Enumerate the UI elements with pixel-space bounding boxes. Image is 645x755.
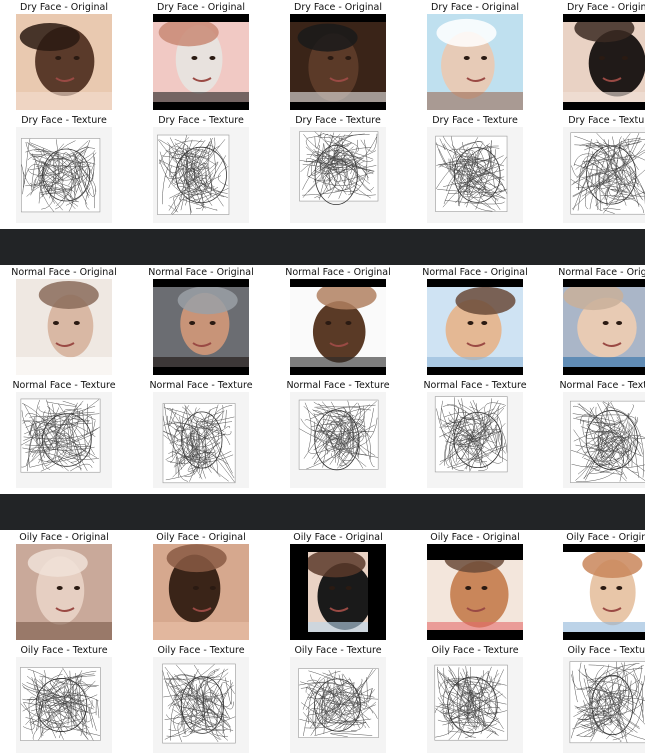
cell-title: Oily Face - Texture <box>431 645 519 656</box>
cell-dry-original-5: Dry Face - Original <box>547 0 645 112</box>
cell-title: Normal Face - Texture <box>423 380 527 391</box>
selfie-edge-texture <box>563 127 645 223</box>
cell-title: Oily Face - Original <box>19 532 109 543</box>
woman-eyes-closed-photo <box>16 544 112 640</box>
cell-title: Normal Face - Texture <box>559 380 645 391</box>
section-divider <box>0 494 645 530</box>
cell-title: Dry Face - Original <box>157 2 245 13</box>
woman-with-towel-mirror-photo <box>153 14 249 110</box>
woman-with-towel-photo <box>16 279 112 375</box>
cell-dry-original-3: Dry Face - Original <box>274 0 402 112</box>
cell-title: Oily Face - Original <box>293 532 383 543</box>
cell-dry-original-4: Dry Face - Original <box>411 0 539 112</box>
cell-normal-texture-3: Normal Face - Texture <box>274 378 402 490</box>
row-dry-original: Dry Face - Original Dry Face - Original … <box>0 0 645 112</box>
cell-title: Dry Face - Original <box>20 2 108 13</box>
cell-title: Normal Face - Original <box>148 267 254 278</box>
cell-title: Oily Face - Texture <box>567 645 645 656</box>
woman-with-gloved-hands-photo <box>427 279 523 375</box>
cell-normal-original-3: Normal Face - Original <box>274 265 402 377</box>
cell-dry-original-1: Dry Face - Original <box>0 0 128 112</box>
cell-dry-texture-4: Dry Face - Texture <box>411 113 539 225</box>
gloved-hands-edge-texture <box>427 392 523 488</box>
asian-woman-selfie-photo <box>563 14 645 110</box>
cell-title: Dry Face - Original <box>294 2 382 13</box>
row-oily-texture: Oily Face - Texture Oily Face - Texture … <box>0 643 645 755</box>
cell-title: Dry Face - Texture <box>568 115 645 126</box>
cell-title: Dry Face - Original <box>431 2 519 13</box>
eye-closeup-edge-texture <box>153 657 249 753</box>
woman-with-hearts-photo <box>427 544 523 640</box>
cell-title: Oily Face - Texture <box>20 645 108 656</box>
cell-oily-texture-3: Oily Face - Texture <box>274 643 402 755</box>
row-oily-original: Oily Face - Original Oily Face - Origina… <box>0 530 645 642</box>
skin-diagram-photo <box>563 544 645 640</box>
cell-dry-texture-5: Dry Face - Texture <box>547 113 645 225</box>
cell-title: Normal Face - Original <box>11 267 117 278</box>
cell-title: Oily Face - Original <box>430 532 520 543</box>
cell-title: Normal Face - Original <box>422 267 528 278</box>
cell-dry-texture-3: Dry Face - Texture <box>274 113 402 225</box>
cell-title: Dry Face - Texture <box>295 115 381 126</box>
man-with-question-marks-photo <box>290 279 386 375</box>
eye-closeup-photo <box>153 544 249 640</box>
cell-title: Dry Face - Texture <box>21 115 107 126</box>
cell-oily-texture-2: Oily Face - Texture <box>137 643 265 755</box>
pout-edge-texture <box>290 657 386 753</box>
cell-oily-original-5: Oily Face - Original <box>547 530 645 642</box>
cell-title: Normal Face - Original <box>558 267 645 278</box>
skin-diagram-edge-texture <box>563 657 645 753</box>
cell-normal-texture-5: Normal Face - Texture <box>547 378 645 490</box>
outdoors-edge-texture <box>563 392 645 488</box>
section-divider <box>0 229 645 265</box>
cell-title: Dry Face - Original <box>567 2 645 13</box>
row-normal-original: Normal Face - Original Normal Face - Ori… <box>0 265 645 377</box>
cell-title: Dry Face - Texture <box>432 115 518 126</box>
cell-title: Oily Face - Original <box>156 532 246 543</box>
row-dry-texture: Dry Face - Texture Dry Face - Texture Dr… <box>0 113 645 225</box>
cell-oily-original-2: Oily Face - Original <box>137 530 265 642</box>
dark-haired-woman-portrait-photo <box>153 279 249 375</box>
cell-oily-texture-4: Oily Face - Texture <box>411 643 539 755</box>
cell-oily-original-4: Oily Face - Original <box>411 530 539 642</box>
forehead-edge-texture <box>290 127 386 223</box>
cell-normal-texture-4: Normal Face - Texture <box>411 378 539 490</box>
cell-normal-texture-1: Normal Face - Texture <box>0 378 128 490</box>
cell-title: Normal Face - Texture <box>12 380 116 391</box>
cell-oily-texture-1: Oily Face - Texture <box>0 643 128 755</box>
towel-edge-texture <box>16 392 112 488</box>
cracked-skin-edge-texture <box>427 127 523 223</box>
cracked-skin-woman-photo <box>427 14 523 110</box>
cell-normal-texture-2: Normal Face - Texture <box>137 378 265 490</box>
woman-outdoors-photo <box>563 279 645 375</box>
cell-title: Oily Face - Texture <box>157 645 245 656</box>
two-smiling-women-photo <box>16 14 112 110</box>
cell-title: Oily Face - Texture <box>294 645 382 656</box>
two-women-edge-texture <box>16 127 112 223</box>
portrait-edge-texture <box>153 392 249 488</box>
cell-oily-original-3: Oily Face - Original <box>274 530 402 642</box>
row-normal-texture: Normal Face - Texture Normal Face - Text… <box>0 378 645 490</box>
man-forehead-closeup-photo <box>290 14 386 110</box>
cell-oily-texture-5: Oily Face - Texture <box>547 643 645 755</box>
cell-title: Normal Face - Texture <box>286 380 390 391</box>
cell-dry-texture-2: Dry Face - Texture <box>137 113 265 225</box>
cell-normal-original-4: Normal Face - Original <box>411 265 539 377</box>
eyes-closed-edge-texture <box>16 657 112 753</box>
hearts-edge-texture <box>427 657 523 753</box>
cell-normal-original-5: Normal Face - Original <box>547 265 645 377</box>
question-marks-edge-texture <box>290 392 386 488</box>
young-woman-pout-photo <box>290 544 386 640</box>
cell-title: Normal Face - Texture <box>149 380 253 391</box>
cell-title: Oily Face - Original <box>566 532 645 543</box>
cell-title: Dry Face - Texture <box>158 115 244 126</box>
towel-mirror-edge-texture <box>153 127 249 223</box>
cell-dry-texture-1: Dry Face - Texture <box>0 113 128 225</box>
cell-title: Normal Face - Original <box>285 267 391 278</box>
cell-normal-original-2: Normal Face - Original <box>137 265 265 377</box>
cell-normal-original-1: Normal Face - Original <box>0 265 128 377</box>
cell-oily-original-1: Oily Face - Original <box>0 530 128 642</box>
cell-dry-original-2: Dry Face - Original <box>137 0 265 112</box>
